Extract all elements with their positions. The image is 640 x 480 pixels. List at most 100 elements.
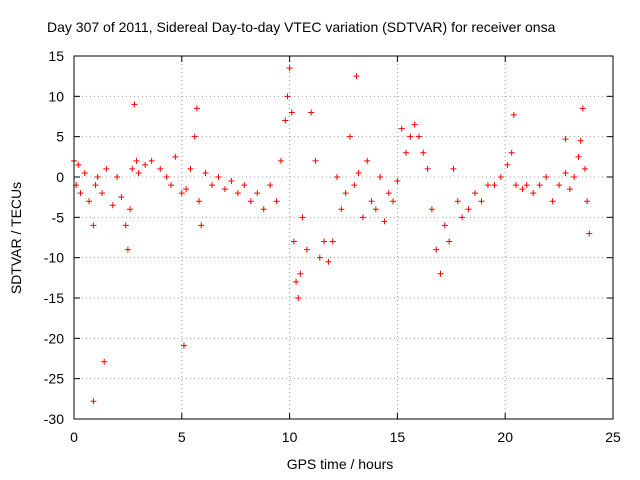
data-point	[364, 157, 371, 164]
data-point	[508, 149, 515, 156]
y-tick-label: -20	[44, 330, 64, 346]
data-point	[124, 246, 131, 253]
data-point	[241, 182, 248, 189]
x-tick-label: 10	[282, 429, 298, 445]
data-point	[247, 198, 254, 205]
data-point	[198, 222, 205, 229]
y-tick-label: -5	[52, 209, 65, 225]
y-tick-label: 0	[56, 169, 64, 185]
chart-title: Day 307 of 2011, Sidereal Day-to-day VTE…	[47, 19, 556, 35]
y-tick-label: -30	[44, 411, 64, 427]
data-point	[208, 182, 215, 189]
data-point	[254, 190, 261, 197]
data-point	[359, 214, 366, 221]
x-tick-label: 5	[178, 429, 186, 445]
data-point	[127, 206, 134, 213]
data-point	[321, 238, 328, 245]
data-point	[566, 186, 573, 193]
data-point	[90, 398, 97, 405]
data-point	[549, 198, 556, 205]
y-tick-label: -15	[44, 290, 64, 306]
y-tick-label: 5	[56, 129, 64, 145]
data-point	[101, 358, 108, 365]
x-axis-label: GPS time / hours	[287, 456, 394, 472]
plot-frame	[73, 55, 614, 420]
data-point	[437, 270, 444, 277]
data-point	[575, 153, 582, 160]
data-point	[334, 174, 341, 180]
data-point	[355, 169, 362, 176]
data-point	[543, 174, 550, 180]
data-point	[536, 182, 543, 189]
data-point	[428, 206, 435, 213]
x-tick-label: 20	[497, 429, 513, 445]
y-tick-label: -10	[44, 250, 64, 266]
data-point	[577, 137, 584, 144]
data-point	[118, 194, 125, 201]
data-point	[133, 157, 140, 164]
data-point	[178, 190, 185, 197]
y-tick-label: 10	[48, 88, 64, 104]
data-point	[284, 93, 291, 100]
data-point	[394, 178, 401, 185]
data-point	[390, 198, 397, 205]
data-point	[472, 190, 479, 197]
data-point	[228, 178, 235, 185]
data-point	[512, 182, 519, 189]
data-point	[450, 165, 457, 172]
data-point	[163, 174, 170, 180]
data-point	[303, 246, 310, 253]
data-point	[299, 214, 306, 221]
data-point	[329, 238, 336, 245]
grid-lines	[74, 56, 613, 419]
data-point	[316, 254, 323, 261]
data-point	[584, 198, 591, 205]
data-point	[293, 278, 300, 285]
data-point	[94, 174, 101, 180]
data-point	[415, 133, 422, 140]
data-point	[183, 186, 190, 193]
data-point	[193, 105, 200, 112]
data-point	[297, 270, 304, 277]
data-point	[77, 190, 84, 197]
data-point	[338, 206, 345, 213]
data-point	[180, 342, 187, 349]
data-point	[122, 222, 129, 229]
data-point	[103, 165, 110, 172]
data-point	[562, 169, 569, 176]
data-point	[172, 153, 179, 160]
data-point	[459, 214, 466, 221]
axis-ticks: 0 5 10 15 20 25 -30 -25 -20 -15 -10 -5 0 5 10 15	[44, 48, 621, 445]
data-point	[92, 182, 99, 189]
data-point	[497, 174, 504, 180]
data-point	[446, 238, 453, 245]
data-point	[129, 165, 136, 172]
data-point	[81, 169, 88, 176]
data-point	[504, 161, 511, 168]
data-point	[157, 165, 164, 172]
data-point	[99, 190, 106, 197]
x-tick-label: 0	[70, 429, 78, 445]
data-point	[556, 182, 563, 189]
x-tick-label: 15	[390, 429, 406, 445]
data-point	[581, 165, 588, 172]
data-point	[519, 186, 526, 193]
data-point	[478, 198, 485, 205]
data-point	[377, 174, 384, 180]
data-point	[273, 198, 280, 205]
data-point	[277, 157, 284, 164]
data-point	[420, 149, 427, 156]
data-point	[579, 105, 586, 112]
data-point	[196, 198, 203, 205]
data-point	[191, 133, 198, 140]
data-point	[368, 198, 375, 205]
data-point	[385, 190, 392, 197]
data-point	[571, 174, 578, 180]
data-point	[187, 165, 194, 172]
data-point	[86, 198, 93, 205]
data-point	[465, 206, 472, 213]
data-point	[75, 161, 82, 168]
y-axis-label: SDTVAR / TECUs	[8, 182, 24, 294]
